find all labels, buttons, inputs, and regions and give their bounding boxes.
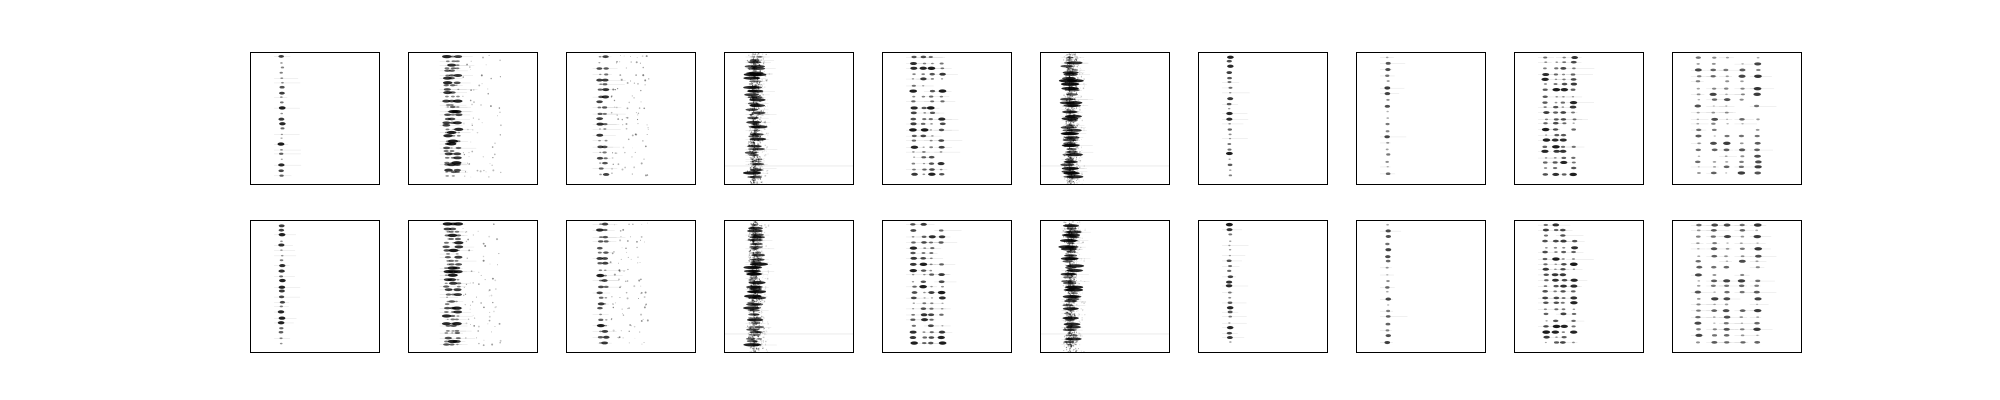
panel-image <box>906 222 962 345</box>
panel-image <box>1041 53 1169 184</box>
image-panel <box>250 52 380 185</box>
panel-image <box>1380 223 1408 345</box>
image-panel <box>1672 52 1802 185</box>
image-panel <box>1356 52 1486 185</box>
panel-image <box>1222 222 1249 343</box>
image-panel <box>1198 52 1328 185</box>
image-panel <box>566 220 696 353</box>
panel-image <box>1538 223 1594 344</box>
panel-image <box>1690 223 1777 344</box>
panel-image <box>906 55 963 176</box>
image-panel <box>408 52 538 185</box>
image-panel <box>882 220 1012 353</box>
panel-image <box>439 54 502 178</box>
image-panel <box>882 52 1012 185</box>
image-panel <box>1040 52 1170 185</box>
image-panel <box>408 220 538 353</box>
image-panel <box>1356 220 1486 353</box>
image-panel <box>724 220 854 353</box>
panel-image <box>1222 55 1250 177</box>
image-panel <box>1040 220 1170 353</box>
image-panel <box>250 220 380 353</box>
image-panel <box>724 52 854 185</box>
panel-image <box>725 53 853 184</box>
panel-image <box>1380 56 1407 176</box>
image-panel <box>566 52 696 185</box>
panel-image <box>1041 221 1169 352</box>
image-panel <box>1514 52 1644 185</box>
panel-image <box>592 54 650 177</box>
image-panel <box>1198 220 1328 353</box>
panel-image <box>274 224 301 345</box>
panel-image <box>1538 55 1595 177</box>
image-panel <box>1672 220 1802 353</box>
panel-image <box>1690 56 1777 175</box>
panel-image <box>439 222 502 347</box>
panel-image <box>725 221 853 352</box>
panel-image <box>592 222 649 345</box>
image-panel <box>1514 220 1644 353</box>
panel-image <box>274 55 302 177</box>
